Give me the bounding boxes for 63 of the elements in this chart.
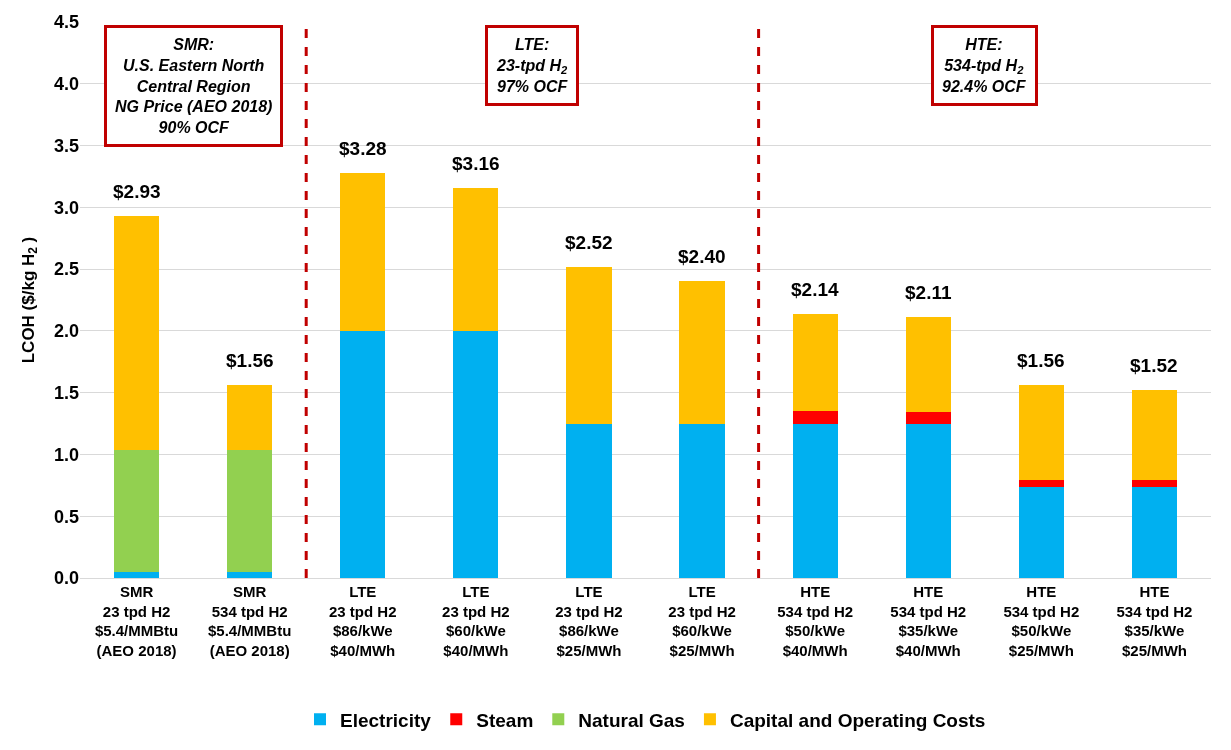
annotation: LTE: 23-tpd H$_{2}$ 97% OCF [496,36,569,95]
y-tick-label: 1.5 [53,382,79,403]
bar [1131,390,1178,481]
x-tick-label: HTE 534 tpd H2 $35/kWe $40/MWh [890,583,967,659]
y-tick-label: 3.0 [53,197,79,218]
y-tick-label: 2.0 [53,321,79,342]
bar [1018,486,1064,578]
bar [227,385,273,450]
bar [792,423,838,578]
total-label: $2.52 [565,232,613,253]
total-label: $2.93 [113,181,161,202]
bar [453,187,499,331]
total-label: $1.52 [1130,355,1178,376]
x-tick-label: HTE 534 tpd H2 $50/kWe $25/MWh [1003,583,1080,659]
legend-label: Electricity [340,709,432,731]
x-tick-label: LTE 23 tpd H2 $86/kWe $25/MWh [555,583,623,659]
bar [792,313,838,412]
annotation: SMR: U.S. Eastern North Central Region NG Price (AEO 2018) 90% OCF [115,36,273,137]
bar [113,215,160,450]
bar [227,449,273,572]
bar [1131,486,1178,578]
y-tick-label: 0.0 [53,568,79,589]
y-tick-label: 4.5 [53,12,79,33]
total-label: $2.11 [905,282,952,303]
x-tick-label: HTE 534 tpd H2 $50/kWe $40/MWh [777,583,854,659]
bar [566,423,612,578]
x-tick-label: LTE 23 tpd H2 $60/kWe $40/MWh [442,583,510,659]
total-label: $2.40 [678,246,726,267]
annotation: HTE: 534-tpd H$_{2}$ 92.4% OCF [942,36,1027,95]
y-tick-label: 4.0 [53,74,79,95]
y-tick-label: 0.5 [53,506,79,527]
total-label: $3.16 [452,153,500,174]
bar [679,281,725,424]
bar [113,449,160,572]
bar [1018,385,1064,481]
bar [453,330,499,578]
x-tick-label: SMR 534 tpd H2 $5.4/MMBtu (AEO 2018) [207,583,292,659]
x-tick-label: SMR 23 tpd H2 $5.4/MMBtu (AEO 2018) [94,583,179,659]
bar [1131,480,1178,487]
legend-label: Natural Gas [578,709,685,731]
legend-label: Steam [476,709,534,731]
bar [792,411,838,424]
bar [227,571,273,578]
bar [1018,480,1064,487]
bar [340,172,386,331]
total-label: $1.56 [226,350,274,371]
x-tick-label: LTE 23 tpd H2 $86/kWe $40/MWh [328,583,397,659]
bar [113,571,160,578]
bar [905,317,951,413]
y-tick-label: 2.5 [53,259,79,280]
y-tick-label: 1.0 [53,444,79,465]
total-label: $3.28 [339,138,387,159]
x-tick-label: HTE 534 tpd H2 $35/kWe $25/MWh [1116,583,1193,659]
x-tick-label: LTE 23 tpd H2 $60/kWe $25/MWh [668,583,736,659]
bar [340,330,386,578]
total-label: $2.14 [791,279,839,300]
bar [566,266,612,424]
bar [905,423,951,578]
bar [679,423,725,578]
legend-label: Capital and Operating Costs [729,709,986,731]
total-label: $1.56 [1017,350,1065,371]
bar [905,412,951,424]
y-tick-label: 3.5 [53,135,79,156]
